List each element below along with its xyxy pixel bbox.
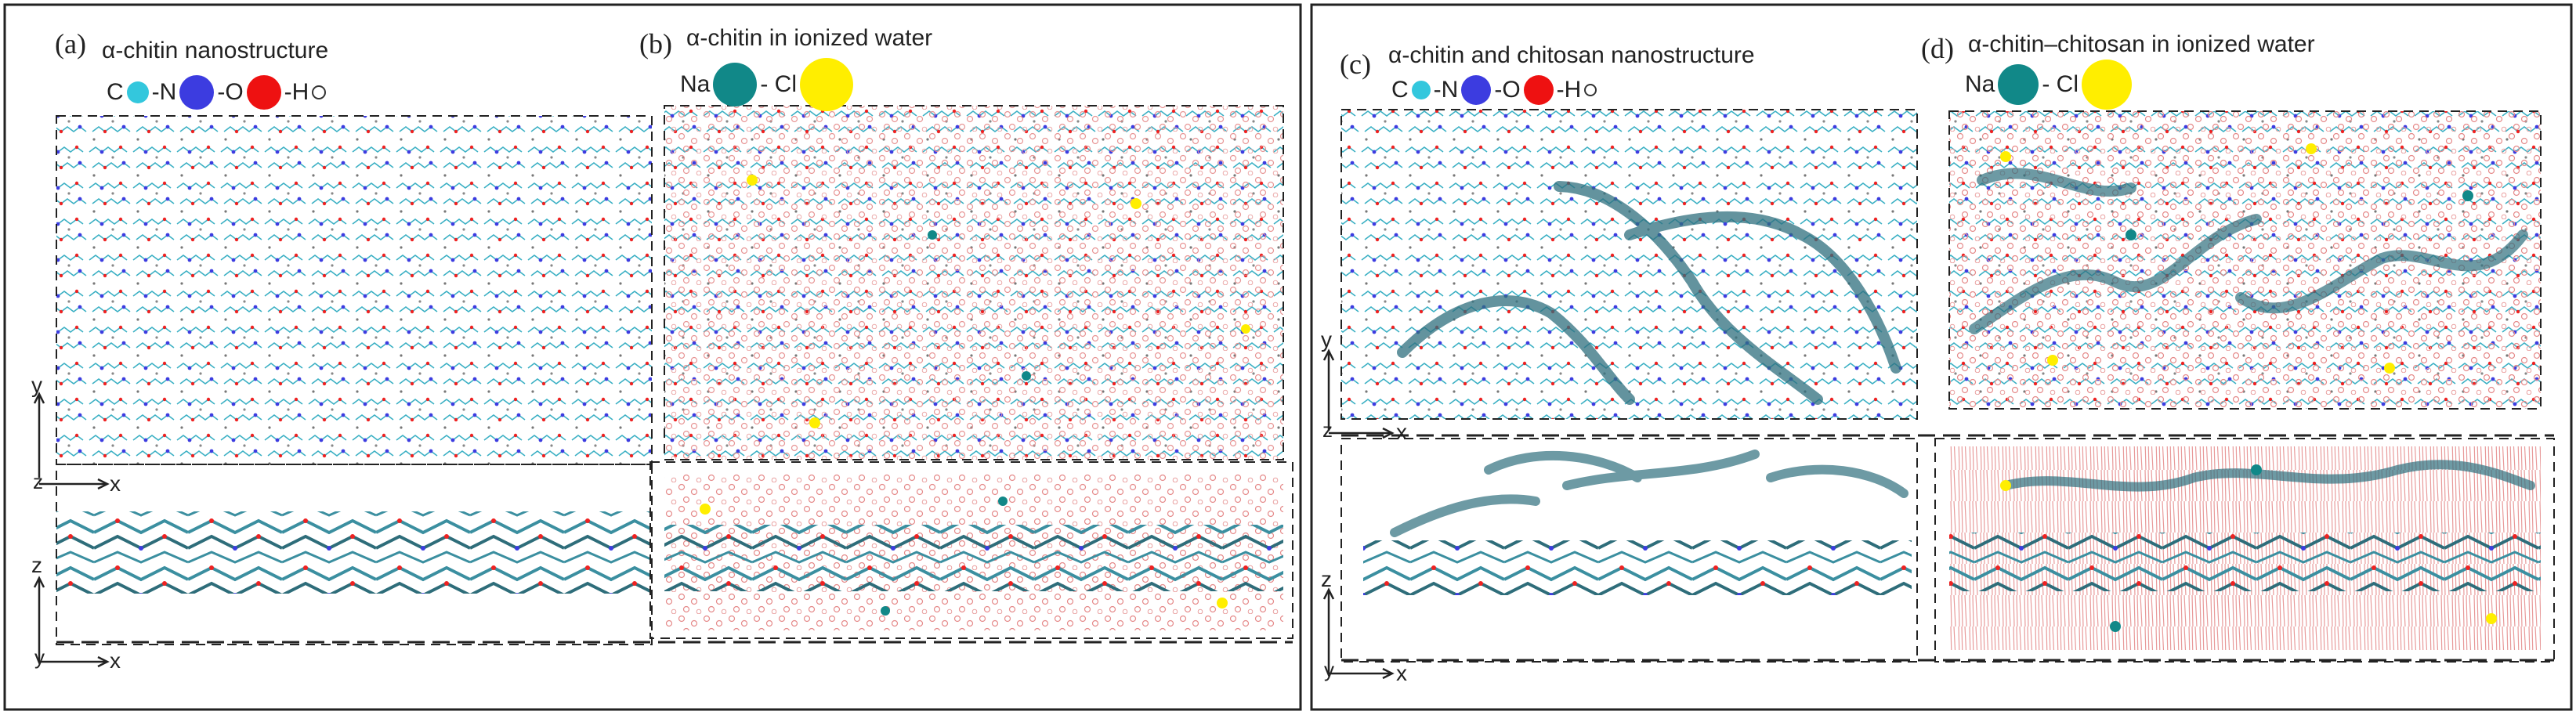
legend-a-h-label: -H <box>284 79 309 105</box>
panel-a-legend: C -N -O -H <box>107 75 327 110</box>
legend-b-na-swatch <box>713 63 758 107</box>
panel-d-sideview-box <box>1934 438 2555 663</box>
legend-c-h-label: -H <box>1556 77 1582 103</box>
legend-c-o-label: -O <box>1494 77 1521 103</box>
panel-b-legend: Na - Cl <box>680 58 854 111</box>
axes-a-top <box>33 392 110 490</box>
panel-a-letter: (a) <box>55 28 86 60</box>
panel-d-legend: Na - Cl <box>1965 60 2133 110</box>
legend-c-n-swatch <box>1461 75 1492 105</box>
axes-c-top <box>1322 348 1395 439</box>
legend-b-cl-swatch <box>800 58 854 111</box>
axis-c-side-y: y <box>1324 658 1334 681</box>
legend-a-c-swatch <box>126 81 149 103</box>
panel-d-sideview-chitosan <box>2001 460 2535 492</box>
axis-c-top-y: y <box>1321 327 1332 352</box>
panel-b-sideview-chitin <box>664 525 1283 591</box>
panel-a-topview <box>56 116 652 464</box>
frame-left <box>3 3 1302 711</box>
panel-a-sideview-box <box>56 464 653 645</box>
panel-b-letter: (b) <box>639 28 672 60</box>
panel-a-title: α-chitin nanostructure <box>102 38 329 63</box>
panel-d-ions <box>2000 143 2497 632</box>
legend-a-o-swatch <box>246 75 281 110</box>
panel-c-topview-box <box>1340 109 1918 420</box>
legend-d-cl-swatch <box>2082 60 2133 110</box>
panel-b-title: α-chitin in ionized water <box>686 25 933 51</box>
frame-right <box>1310 3 2573 711</box>
legend-a-n-swatch <box>179 75 215 110</box>
panel-c-chitosan-chains <box>1397 181 1901 405</box>
axis-c-top-z: z <box>1322 418 1333 442</box>
axis-a-side-x: x <box>110 648 121 673</box>
axis-c-side-z: z <box>1321 567 1332 591</box>
axis-a-side-z: z <box>31 553 42 577</box>
axis-a-side-y: y <box>34 645 45 669</box>
panel-c-sideview-box <box>1340 438 1918 663</box>
axis-a-top-y: y <box>31 373 42 397</box>
legend-c-o-swatch <box>1523 75 1554 105</box>
panel-b-sideview-box <box>649 461 1293 639</box>
axes-c-side <box>1322 587 1395 680</box>
axis-a-top-z: z <box>33 470 43 493</box>
axis-c-top-x: x <box>1396 420 1407 444</box>
legend-a-c-label: C <box>107 79 124 105</box>
panel-c-letter: (c) <box>1340 49 1371 80</box>
legend-b-na-label: Na <box>680 71 711 97</box>
panel-c-sideview-chitosan <box>1390 450 1908 537</box>
axis-a-top-x: x <box>110 471 121 496</box>
legend-d-na-label: Na <box>1965 71 1995 97</box>
legend-a-o-label: -O <box>217 79 244 105</box>
legend-d-na-swatch <box>1998 64 2039 105</box>
legend-c-h-swatch <box>1584 84 1597 96</box>
panel-a-sideview <box>56 511 652 594</box>
panel-b-ions <box>700 175 1250 616</box>
panel-b-topview-water <box>664 106 1283 460</box>
panel-c-title: α-chitin and chitosan nanostructure <box>1388 42 1755 68</box>
panel-d-letter: (d) <box>1921 33 1954 64</box>
axes-a-side <box>33 576 110 668</box>
panel-d-sideview-chitin <box>1949 533 2541 591</box>
panel-c-sideview-chitin <box>1363 540 1912 595</box>
legend-b-cl-label: - Cl <box>760 71 798 97</box>
legend-a-n-label: -N <box>151 79 177 105</box>
legend-c-c-swatch <box>1411 81 1431 99</box>
panel-c-topview <box>1341 110 1917 419</box>
panel-d-title: α-chitin–chitosan in ionized water <box>1968 31 2315 57</box>
panel-c-legend: C -N -O -H <box>1391 75 1597 105</box>
legend-c-n-label: -N <box>1433 77 1459 103</box>
legend-c-c-label: C <box>1391 77 1409 103</box>
panel-d-chitosan-chains <box>1969 168 2528 334</box>
panel-d-topview-box <box>1948 110 2542 410</box>
axis-c-side-x: x <box>1396 661 1407 685</box>
legend-d-cl-label: - Cl <box>2042 71 2079 97</box>
legend-a-h-swatch <box>312 85 327 99</box>
